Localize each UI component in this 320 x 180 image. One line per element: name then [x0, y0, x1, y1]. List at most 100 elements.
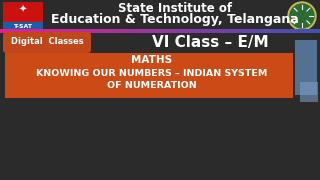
Bar: [155, 29, 156, 33]
Bar: [67, 29, 68, 33]
Bar: [148, 29, 149, 33]
Bar: [46, 29, 47, 33]
Bar: [62, 29, 63, 33]
Bar: [94, 29, 95, 33]
Bar: [282, 29, 283, 33]
Bar: [246, 29, 247, 33]
FancyBboxPatch shape: [3, 22, 43, 32]
Bar: [96, 29, 97, 33]
Bar: [229, 29, 230, 33]
Bar: [98, 29, 99, 33]
Bar: [252, 29, 253, 33]
Bar: [224, 29, 225, 33]
Bar: [125, 29, 126, 33]
Bar: [141, 29, 142, 33]
Bar: [7, 29, 9, 33]
FancyBboxPatch shape: [3, 2, 43, 22]
Bar: [23, 29, 25, 33]
Bar: [286, 29, 287, 33]
Bar: [194, 29, 195, 33]
Bar: [166, 29, 167, 33]
Bar: [140, 29, 141, 33]
Bar: [132, 29, 133, 33]
Bar: [9, 29, 10, 33]
Bar: [236, 29, 237, 33]
Bar: [243, 29, 244, 33]
Bar: [172, 29, 173, 33]
Bar: [79, 29, 80, 33]
Bar: [164, 29, 165, 33]
Bar: [304, 29, 305, 33]
Bar: [233, 29, 234, 33]
Bar: [227, 29, 228, 33]
Bar: [12, 29, 13, 33]
Text: MATHS: MATHS: [132, 55, 172, 65]
Bar: [192, 29, 193, 33]
Bar: [84, 29, 85, 33]
Bar: [117, 29, 118, 33]
Bar: [207, 29, 208, 33]
Bar: [53, 29, 54, 33]
Bar: [14, 29, 15, 33]
Bar: [142, 29, 143, 33]
Bar: [208, 29, 209, 33]
Text: VI Class – E/M: VI Class – E/M: [152, 35, 268, 50]
Bar: [270, 29, 271, 33]
Bar: [102, 29, 103, 33]
Bar: [290, 29, 291, 33]
Bar: [49, 29, 50, 33]
Bar: [306, 29, 307, 33]
Bar: [178, 29, 179, 33]
Text: Education & Technology, Telangana: Education & Technology, Telangana: [51, 14, 299, 26]
Bar: [11, 29, 12, 33]
Bar: [161, 29, 162, 33]
Bar: [220, 29, 221, 33]
Bar: [5, 29, 6, 33]
Bar: [205, 29, 206, 33]
Bar: [190, 29, 191, 33]
Bar: [311, 29, 313, 33]
Bar: [150, 29, 151, 33]
Bar: [204, 29, 205, 33]
Bar: [20, 29, 21, 33]
Bar: [258, 29, 259, 33]
Bar: [253, 29, 254, 33]
Bar: [64, 29, 65, 33]
Bar: [105, 29, 106, 33]
Bar: [235, 29, 236, 33]
Bar: [292, 29, 293, 33]
Bar: [244, 29, 245, 33]
Bar: [87, 29, 89, 33]
Bar: [289, 29, 290, 33]
Bar: [302, 29, 303, 33]
Bar: [154, 29, 155, 33]
Bar: [90, 29, 91, 33]
Bar: [69, 29, 70, 33]
Bar: [37, 29, 38, 33]
Bar: [99, 29, 100, 33]
Bar: [182, 29, 183, 33]
Bar: [211, 29, 212, 33]
Bar: [293, 29, 294, 33]
Bar: [78, 29, 79, 33]
Bar: [55, 29, 57, 33]
Bar: [86, 29, 87, 33]
Bar: [110, 29, 111, 33]
Bar: [65, 29, 66, 33]
Bar: [127, 29, 128, 33]
Bar: [54, 29, 55, 33]
Bar: [157, 29, 158, 33]
Bar: [276, 29, 277, 33]
Bar: [135, 29, 137, 33]
Bar: [93, 29, 94, 33]
Bar: [251, 29, 252, 33]
Bar: [180, 29, 181, 33]
Bar: [218, 29, 219, 33]
Bar: [175, 29, 176, 33]
Bar: [44, 29, 45, 33]
Bar: [38, 29, 39, 33]
Bar: [22, 29, 23, 33]
Bar: [27, 29, 28, 33]
Bar: [116, 29, 117, 33]
Bar: [193, 29, 194, 33]
